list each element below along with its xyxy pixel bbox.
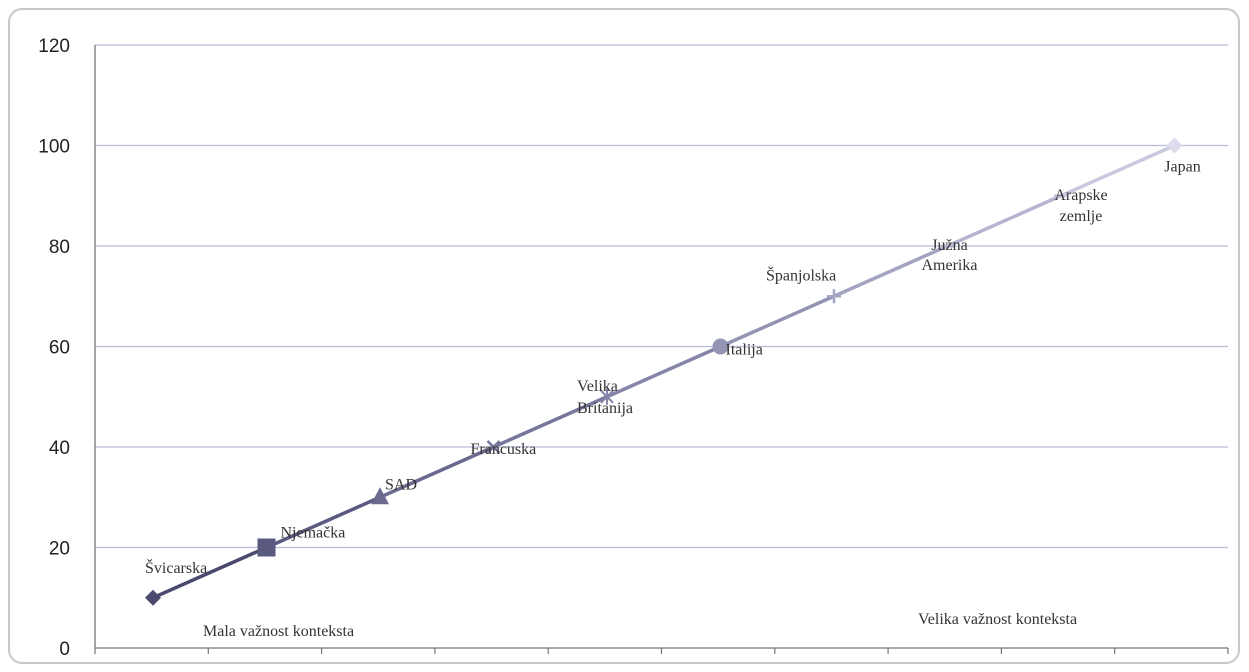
data-point-4 <box>486 440 501 454</box>
series-line-segment <box>718 294 836 349</box>
data-point-5 <box>600 388 614 405</box>
line-layer <box>151 143 1177 600</box>
data-label-1: Švicarska <box>145 558 207 577</box>
data-label-3: SAD <box>385 476 417 493</box>
y-tick-label-100: 100 <box>38 137 70 158</box>
label-layer: Švicarska Njemačka SAD Francuska Velika Brita… <box>145 159 1201 577</box>
data-label-10: Japan <box>1164 159 1200 176</box>
annotation-low-context: Mala važnost konteksta <box>203 623 354 640</box>
data-label-4: Francuska <box>471 441 537 458</box>
series-line-segment <box>832 244 950 298</box>
marker-layer <box>145 137 1183 606</box>
annotation-layer: Mala važnost konteksta Velika važnost kon… <box>203 611 1077 640</box>
series-line-segment <box>151 545 269 600</box>
data-point-2 <box>257 538 276 557</box>
y-tick-label-120: 120 <box>38 36 70 57</box>
series-line-segment <box>1059 143 1177 198</box>
series-line-segment <box>491 395 609 449</box>
y-tick-label-20: 20 <box>49 539 70 560</box>
series-line-segment <box>264 495 382 550</box>
y-tick-label-60: 60 <box>49 338 70 359</box>
data-point-3 <box>371 487 389 505</box>
data-label-6: Italija <box>726 342 763 359</box>
data-label-8: Južna Amerika <box>922 237 978 274</box>
y-tick-label-0: 0 <box>59 639 70 660</box>
data-label-9: Arapske zemlje <box>1054 187 1107 225</box>
y-tick-label-40: 40 <box>49 438 70 459</box>
data-point-7 <box>827 289 841 304</box>
series-line-segment <box>378 445 496 499</box>
series-line-segment <box>605 344 723 399</box>
data-label-2: Njemačka <box>281 525 346 542</box>
chart-frame <box>8 8 1240 664</box>
data-point-10 <box>1166 137 1183 154</box>
grid-layer <box>95 44 1228 549</box>
y-tick-label-80: 80 <box>49 237 70 258</box>
annotation-high-context: Velika važnost konteksta <box>918 611 1077 628</box>
data-point-1 <box>145 589 161 606</box>
data-point-6 <box>712 338 729 355</box>
series-line-segment <box>945 194 1063 248</box>
data-label-5: Velika Britanija <box>577 378 633 417</box>
axis-layer: 0 20 40 60 80 100 120 <box>38 36 1229 660</box>
data-label-7: Španjolska <box>766 265 836 284</box>
